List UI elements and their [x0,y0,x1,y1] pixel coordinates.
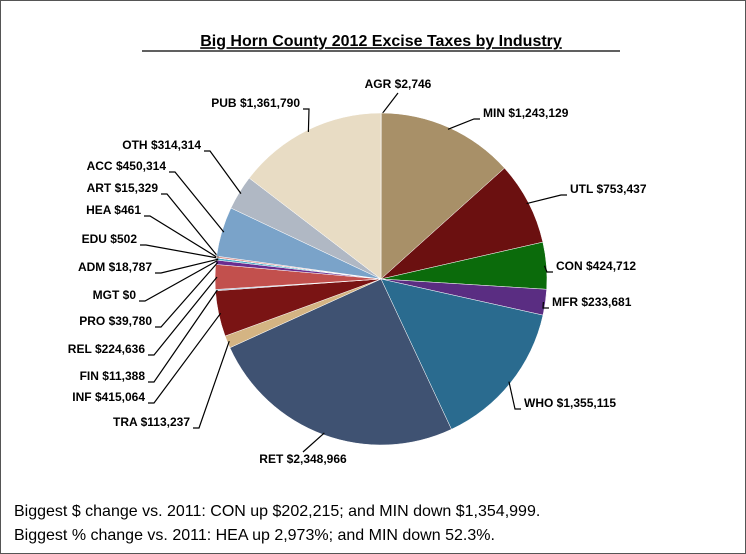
category-label: REL [68,342,92,356]
category-label: CON [556,259,583,273]
leader-line [303,108,310,132]
value-label: $11,388 [102,369,145,383]
leader-line [447,118,480,130]
value-label: $18,787 [109,260,153,274]
value-label: $1,361,790 [240,96,300,110]
data-label: MFR $233,681 [552,295,632,309]
leader-line [169,171,225,233]
category-label: INF [72,390,91,404]
pie-slice [380,112,505,280]
category-label: PUB [211,96,237,110]
category-label: FIN [80,369,99,383]
category-label: MIN [483,106,505,120]
data-label: PRO $39,780 [79,314,152,328]
leader-line [302,432,325,453]
leader-line [380,92,399,116]
data-label: EDU $502 [82,232,138,246]
data-label: ACC $450,314 [87,159,167,173]
value-label: $450,314 [116,159,166,173]
pie-slice [380,278,544,430]
value-label: $461 [114,203,141,217]
category-label: ART [87,181,112,195]
value-label: $113,237 [141,415,191,429]
data-label: CON $424,712 [556,259,636,273]
leader-line [204,150,242,194]
value-label: $753,437 [596,182,646,196]
value-label: $1,243,129 [508,106,568,120]
data-label: MGT $0 [93,288,137,302]
category-label: TRA [113,415,138,429]
leader-line [144,215,219,259]
category-label: PRO [79,314,105,328]
data-label: ADM $18,787 [78,260,152,274]
data-label: HEA $461 [86,203,141,217]
category-label: EDU [82,232,107,246]
category-label: WHO [524,396,553,410]
category-label: RET [259,452,284,466]
category-label: ACC [87,159,113,173]
leader-line [148,276,218,356]
value-label: $224,636 [95,342,145,356]
leader-line [161,193,219,258]
category-label: AGR [365,77,392,91]
leader-line [542,301,549,309]
note: Biggest % change vs. 2011: HEA up 2,973%… [14,527,495,544]
category-label: OTH [122,138,147,152]
leader-line [148,312,222,404]
leader-line [508,381,521,410]
data-label: INF $415,064 [72,390,145,404]
category-label: UTL [570,182,593,196]
data-label: AGR $2,746 [365,77,432,91]
data-label: PUB $1,361,790 [211,96,300,110]
category-label: MFR [552,295,578,309]
category-label: ADM [78,260,105,274]
pie-slice [229,278,452,446]
leader-line [193,340,230,429]
value-label: $424,712 [586,259,636,273]
value-label: $1,355,115 [557,396,617,410]
data-label: FIN $11,388 [80,369,146,383]
leader-line [526,194,567,205]
value-label: $0 [123,288,137,302]
data-label: TRA $113,237 [113,415,190,429]
value-label: $233,681 [581,295,631,309]
leader-line [155,258,219,274]
data-label: MIN $1,243,129 [483,106,569,120]
category-label: MGT [93,288,120,302]
leader-line [139,259,219,302]
value-label: $2,746 [395,77,432,91]
value-label: $15,329 [115,181,159,195]
leader-line [148,289,218,383]
leader-line [140,244,219,259]
value-label: $314,314 [151,138,201,152]
value-label: $415,064 [95,390,145,404]
data-label: OTH $314,314 [122,138,201,152]
data-label: UTL $753,437 [570,182,647,196]
value-label: $2,348,966 [287,452,347,466]
leader-line [543,265,553,273]
pie-slice [248,112,382,280]
data-label: ART $15,329 [87,181,159,195]
chart-title: Big Horn County 2012 Excise Taxes by Ind… [200,33,562,50]
category-label: HEA [86,203,112,217]
data-label: WHO $1,355,115 [524,396,616,410]
data-label: REL $224,636 [68,342,146,356]
leader-line [155,262,219,328]
value-label: $502 [110,232,137,246]
note: Biggest $ change vs. 2011: CON up $202,2… [14,503,540,520]
value-label: $39,780 [109,314,153,328]
data-label: RET $2,348,966 [259,452,347,466]
